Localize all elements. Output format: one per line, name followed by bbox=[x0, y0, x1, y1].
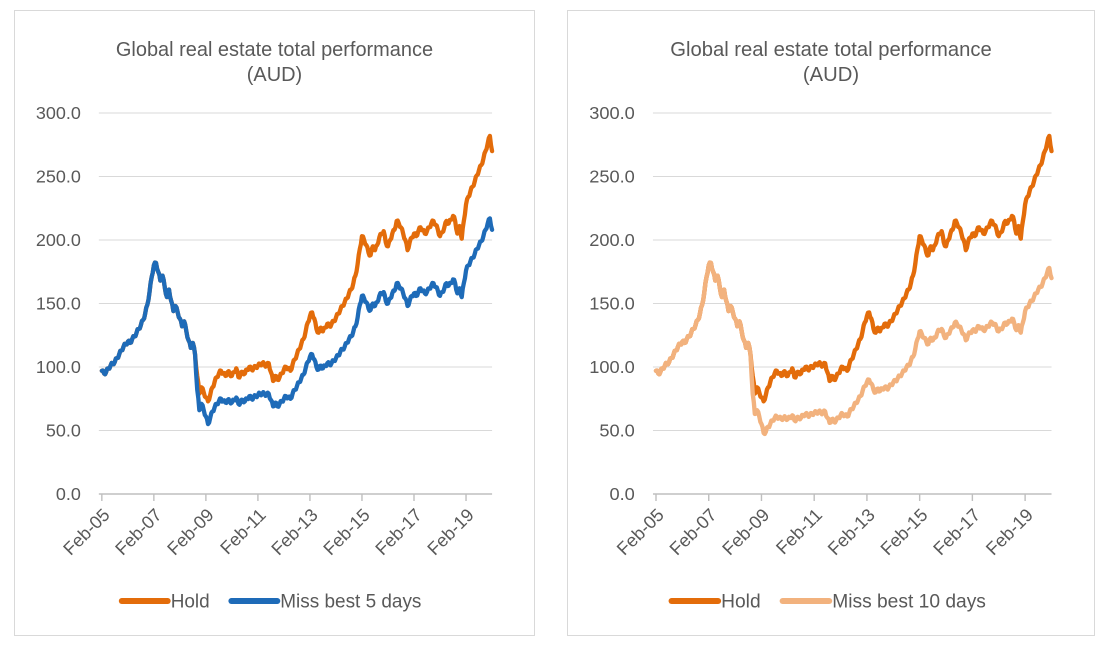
legend-label-miss-best-10-days: Miss best 10 days bbox=[832, 592, 986, 613]
y-tick-label: 150.0 bbox=[36, 293, 81, 313]
y-tick-label: 0.0 bbox=[609, 484, 634, 504]
x-tick-label: Feb-05 bbox=[613, 505, 668, 559]
chart-miss-best-5-days: Global real estate total performance (AUD… bbox=[36, 39, 495, 613]
x-tick-label: Feb-19 bbox=[982, 505, 1037, 559]
chart-panel-miss-best-10-days: Global real estate total performance (AUD… bbox=[567, 10, 1095, 636]
y-tick-label: 300.0 bbox=[36, 103, 81, 123]
chart-title-line: (AUD) bbox=[803, 64, 859, 86]
y-tick-label: 150.0 bbox=[589, 294, 635, 314]
y-tick-label: 250.0 bbox=[589, 167, 635, 187]
x-tick-label: Feb-09 bbox=[718, 505, 773, 559]
series-line-hold bbox=[653, 133, 1054, 404]
x-tick-label: Feb-17 bbox=[371, 505, 425, 559]
legend-label-hold: Hold bbox=[721, 592, 761, 613]
y-tick-label: 50.0 bbox=[46, 420, 81, 440]
chart-miss-best-10-days: Global real estate total performance (AUD… bbox=[589, 39, 1054, 613]
x-tick-label: Feb-11 bbox=[772, 505, 826, 558]
chart-title-line: Global real estate total performance bbox=[670, 39, 992, 61]
x-tick-label: Feb-13 bbox=[267, 505, 321, 559]
x-tick-label: Feb-07 bbox=[666, 505, 721, 559]
legend-label-hold: Hold bbox=[171, 591, 210, 612]
x-tick-label: Feb-05 bbox=[59, 505, 113, 559]
x-tick-label: Feb-15 bbox=[877, 505, 932, 559]
series-line-hold bbox=[99, 133, 495, 404]
y-tick-label: 250.0 bbox=[36, 166, 81, 186]
x-tick-label: Feb-19 bbox=[423, 505, 477, 559]
y-tick-label: 100.0 bbox=[589, 357, 635, 377]
x-tick-label: Feb-17 bbox=[929, 505, 984, 559]
series-line-miss-best-10-days bbox=[653, 260, 1054, 437]
y-tick-label: 50.0 bbox=[599, 421, 634, 441]
x-tick-label: Feb-07 bbox=[111, 505, 165, 559]
y-tick-label: 100.0 bbox=[36, 357, 81, 377]
x-tick-label: Feb-09 bbox=[163, 505, 217, 559]
chart-title-line: Global real estate total performance bbox=[116, 39, 433, 61]
x-tick-label: Feb-15 bbox=[319, 505, 373, 559]
chart-panel-miss-best-5-days: Global real estate total performance (AUD… bbox=[14, 10, 535, 636]
y-tick-label: 200.0 bbox=[589, 230, 635, 250]
series-line-miss-best-5-days bbox=[99, 216, 495, 427]
x-tick-label: Feb-13 bbox=[824, 505, 879, 559]
chart-title-line: (AUD) bbox=[247, 64, 302, 86]
x-tick-label: Feb-11 bbox=[216, 505, 269, 559]
legend-label-miss-best-5-days: Miss best 5 days bbox=[280, 591, 421, 612]
y-tick-label: 0.0 bbox=[56, 484, 81, 504]
y-tick-label: 200.0 bbox=[36, 230, 81, 250]
y-tick-label: 300.0 bbox=[589, 103, 635, 123]
